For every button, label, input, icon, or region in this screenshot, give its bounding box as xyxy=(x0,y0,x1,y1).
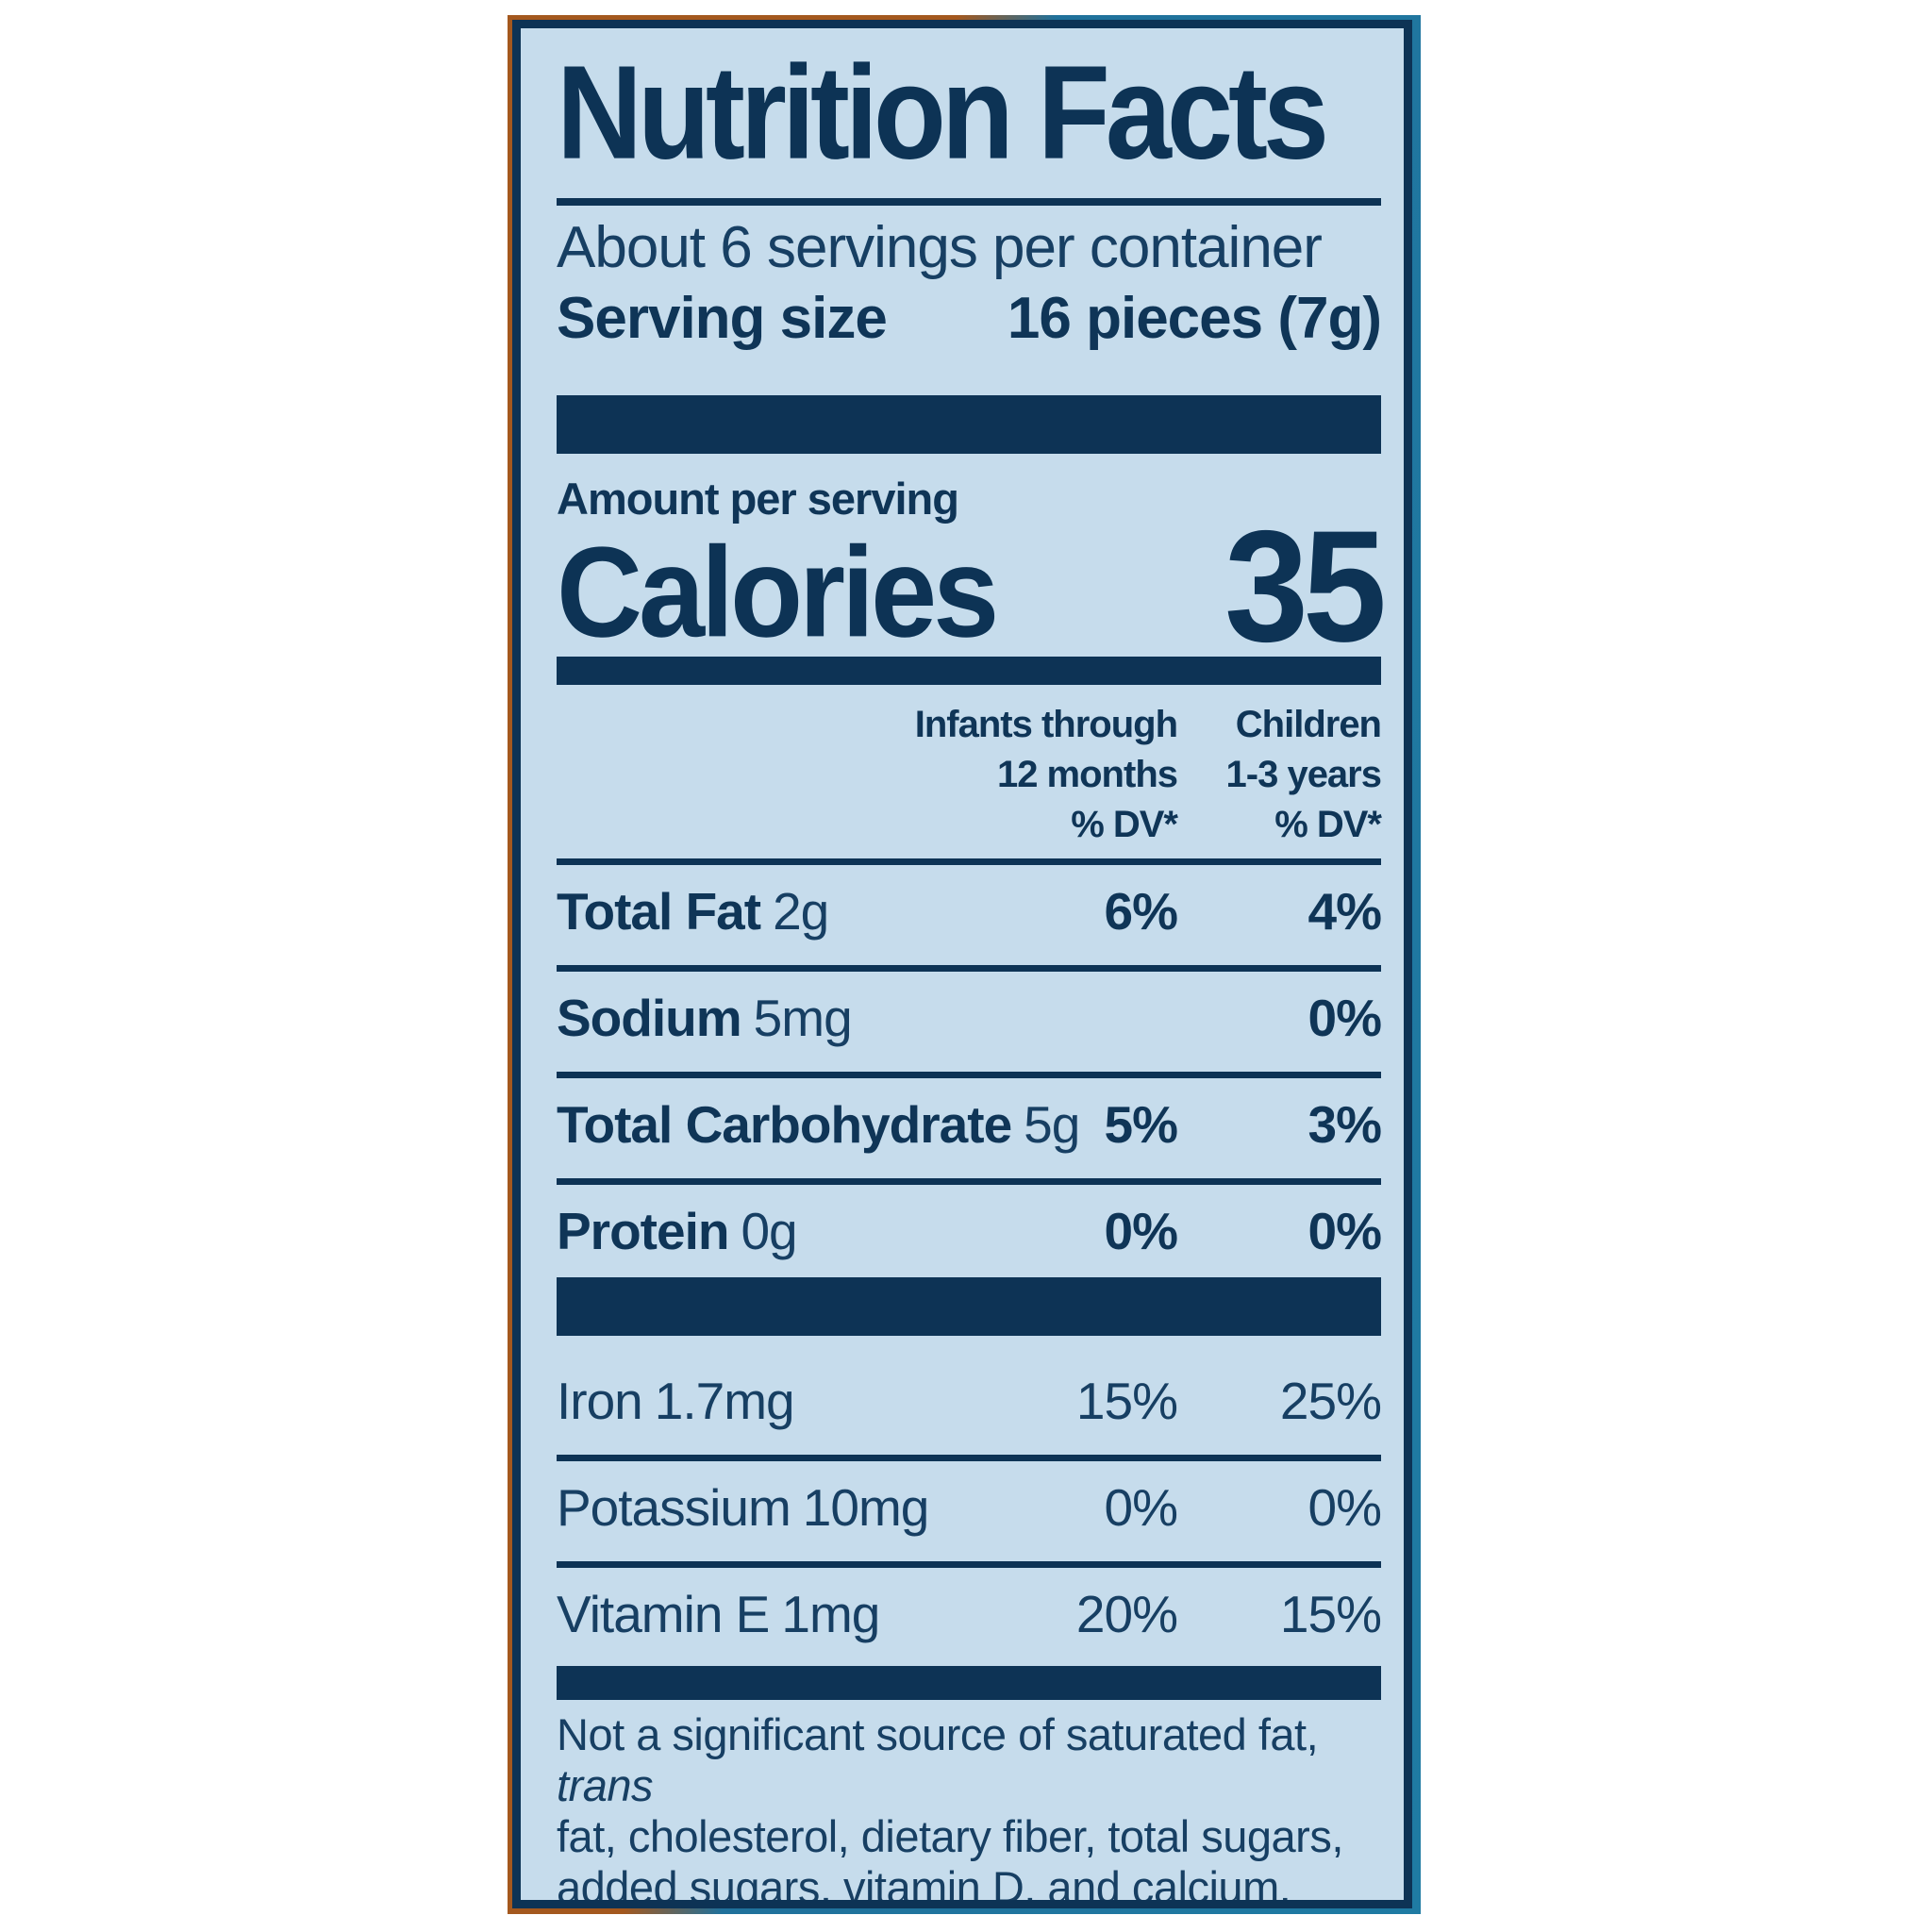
children-header-line3: % DV* xyxy=(1274,803,1382,845)
nutrient-amount: 2g xyxy=(773,881,829,941)
label-title: Nutrition Facts xyxy=(557,45,1381,179)
footnote-line3: added sugars, vitamin D, and calcium. xyxy=(557,1861,1291,1908)
micronutrient-row-iron: Iron 1.7mg 15% 25% xyxy=(557,1362,1382,1447)
footnote-line1: Not a significant source of saturated fa… xyxy=(557,1709,1381,1811)
separator-bar-middle xyxy=(557,1276,1381,1336)
separator-bar-bottom xyxy=(557,1665,1381,1700)
title-rule xyxy=(557,198,1381,206)
nutrient-amount: 5g xyxy=(1024,1094,1080,1154)
package-edge: Nutrition Facts About 6 servings per con… xyxy=(508,15,1421,1914)
servings-per-container: About 6 servings per container xyxy=(557,215,1323,280)
footnote-text: Not a significant source of saturated fa… xyxy=(557,1708,1319,1759)
dv-children: 0% xyxy=(1307,1201,1382,1260)
dv-children: 15% xyxy=(1279,1584,1382,1643)
infants-header-line1: Infants through xyxy=(914,703,1178,745)
row-rule xyxy=(557,1454,1381,1461)
children-column-header: Children 1-3 years % DV* xyxy=(1225,700,1382,851)
footnote-line2: fat, cholesterol, dietary fiber, total s… xyxy=(557,1810,1343,1861)
dv-infants: 0% xyxy=(1104,1201,1178,1260)
infants-header-line2: 12 months xyxy=(996,753,1178,795)
calories-label: Calories xyxy=(557,519,999,664)
footnote-italic-trans: trans xyxy=(557,1759,654,1810)
row-rule xyxy=(557,1177,1381,1185)
dv-children: 25% xyxy=(1279,1371,1382,1430)
micronutrient-amount: 1mg xyxy=(781,1584,880,1643)
children-header-line1: Children xyxy=(1235,703,1382,745)
row-rule xyxy=(557,1071,1381,1078)
dv-children: 3% xyxy=(1307,1094,1382,1154)
footnote: Not a significant source of saturated fa… xyxy=(557,1709,1381,1908)
nutrient-name: Total Fat xyxy=(557,881,761,941)
dv-infants: 15% xyxy=(1075,1371,1178,1430)
micronutrient-name: Vitamin E xyxy=(557,1584,770,1643)
micronutrient-amount: 10mg xyxy=(802,1477,930,1537)
dv-children: 0% xyxy=(1307,1477,1382,1537)
row-rule xyxy=(557,1560,1381,1568)
micronutrient-name: Potassium xyxy=(557,1477,791,1537)
calories-row: Calories 35 xyxy=(557,507,1387,665)
calories-value: 35 xyxy=(1224,496,1387,675)
dv-infants: 6% xyxy=(1104,881,1178,941)
infants-header-line3: % DV* xyxy=(1071,803,1178,845)
nutrient-name: Total Carbohydrate xyxy=(557,1094,1012,1154)
nutrient-row-protein: Protein 0g 0% 0% xyxy=(557,1192,1382,1277)
dv-children: 4% xyxy=(1307,881,1382,941)
label-title-text: Nutrition Facts xyxy=(557,37,1329,187)
row-rule xyxy=(557,964,1381,972)
amount-per-serving-label: Amount per serving xyxy=(557,473,959,524)
separator-bar-top xyxy=(557,394,1381,454)
nutrient-row-total-fat: Total Fat 2g 6% 4% xyxy=(557,873,1382,958)
dv-infants: 0% xyxy=(1104,1477,1178,1537)
header-rule xyxy=(557,858,1381,865)
serving-size-value: 16 pieces (7g) xyxy=(1007,286,1382,352)
nutrient-name: Protein xyxy=(557,1201,729,1260)
micronutrient-amount: 1.7mg xyxy=(654,1371,795,1430)
nutrient-row-sodium: Sodium 5mg 0% xyxy=(557,979,1382,1064)
nutrient-amount: 0g xyxy=(741,1201,797,1260)
serving-size-label: Serving size xyxy=(557,286,888,352)
infants-column-header: Infants through 12 months % DV* xyxy=(914,700,1178,851)
nutrition-facts-label: Nutrition Facts About 6 servings per con… xyxy=(512,20,1412,1908)
dv-children: 0% xyxy=(1307,988,1382,1047)
micronutrient-name: Iron xyxy=(557,1371,643,1430)
micronutrient-row-vitamin-e: Vitamin E 1mg 20% 15% xyxy=(557,1575,1382,1660)
micronutrient-row-potassium: Potassium 10mg 0% 0% xyxy=(557,1469,1382,1554)
separator-bar-calories xyxy=(557,656,1381,685)
children-header-line2: 1-3 years xyxy=(1225,753,1382,795)
nutrient-row-total-carbohydrate: Total Carbohydrate 5g 5% 3% xyxy=(557,1086,1382,1171)
serving-size-row: Serving size 16 pieces (7g) xyxy=(557,286,1382,352)
nutrient-name: Sodium xyxy=(557,988,742,1047)
nutrient-amount: 5mg xyxy=(753,988,853,1047)
dv-infants: 20% xyxy=(1075,1584,1178,1643)
dv-infants: 5% xyxy=(1104,1094,1178,1154)
column-headers: Infants through 12 months % DV* Children… xyxy=(557,700,1382,851)
